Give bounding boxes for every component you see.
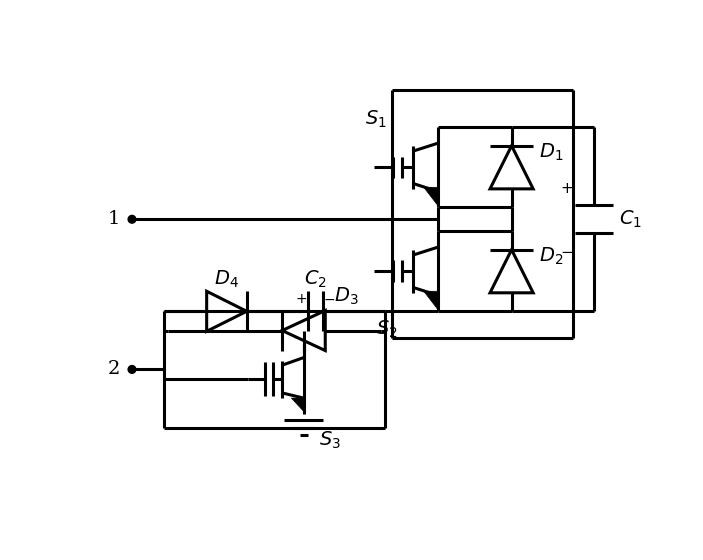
Text: +: + xyxy=(295,292,307,306)
Text: +: + xyxy=(561,181,574,196)
Polygon shape xyxy=(424,188,439,206)
Text: $S_2$: $S_2$ xyxy=(376,319,398,340)
Text: 1: 1 xyxy=(108,210,120,228)
Text: $S_1$: $S_1$ xyxy=(365,109,387,130)
Text: $D_2$: $D_2$ xyxy=(538,245,563,267)
Text: $-$: $-$ xyxy=(560,242,574,258)
Text: $S_3$: $S_3$ xyxy=(319,430,341,451)
Polygon shape xyxy=(424,291,439,309)
Text: $D_4$: $D_4$ xyxy=(214,268,239,290)
Circle shape xyxy=(128,366,136,374)
Text: 2: 2 xyxy=(108,361,120,379)
Text: $C_1$: $C_1$ xyxy=(619,209,642,230)
Text: $-$: $-$ xyxy=(323,292,335,306)
Circle shape xyxy=(128,216,136,223)
Text: $D_1$: $D_1$ xyxy=(538,141,563,162)
Text: $C_2$: $C_2$ xyxy=(304,268,327,290)
Text: $D_3$: $D_3$ xyxy=(334,285,359,306)
Polygon shape xyxy=(291,398,305,412)
